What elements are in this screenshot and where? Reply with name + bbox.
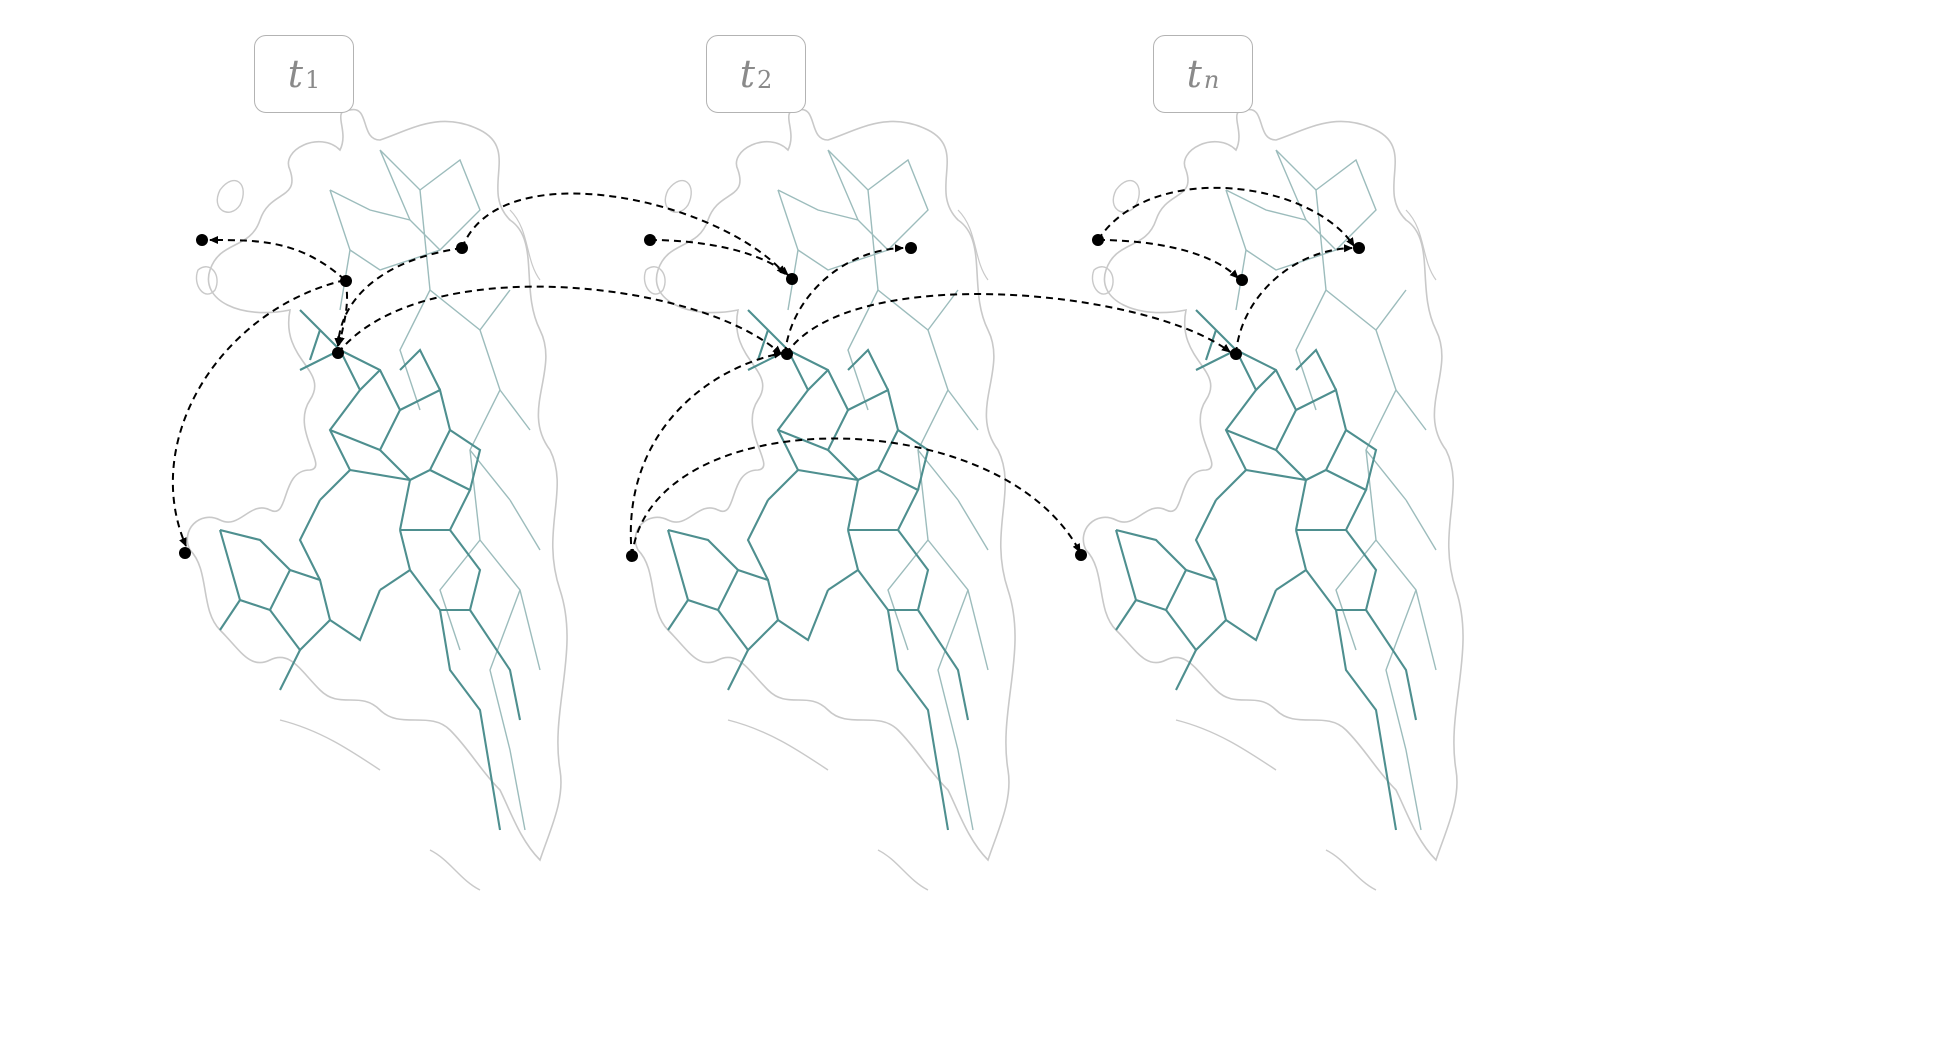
arrow-tn-a	[1097, 239, 1239, 279]
map-panel-t2	[634, 108, 1017, 892]
arrow-t1-a	[209, 236, 346, 281]
arrow-t2-to-tn	[631, 437, 1081, 557]
node-tn-center	[1230, 348, 1242, 360]
time-label-t2-main: t	[739, 52, 755, 96]
time-label-tn-main: t	[1186, 52, 1202, 96]
node-t1-east	[456, 242, 468, 254]
map-panel-t1	[186, 108, 569, 892]
arrow-t1-to-t2-b	[337, 285, 782, 355]
time-label-tn-sub: n	[1203, 66, 1220, 94]
arrow-tn-c	[1235, 244, 1353, 355]
node-t2-east	[905, 242, 917, 254]
time-label-t1-main: t	[287, 52, 303, 96]
node-t2-south	[626, 550, 638, 562]
arrow-t2-a	[649, 239, 789, 276]
node-tn-north	[1236, 274, 1248, 286]
node-t1-west	[196, 234, 208, 246]
arrow-t1-d	[334, 247, 463, 347]
arrow-t2-to-tn-b	[785, 293, 1231, 355]
node-tn-west	[1092, 234, 1104, 246]
node-t2-west	[644, 234, 656, 246]
node-tn-east	[1353, 242, 1365, 254]
arrow-t2-c	[629, 350, 783, 557]
time-label-t2-sub: 2	[757, 66, 773, 94]
arrow-t2-b	[784, 244, 904, 355]
map-panel-tn	[1082, 108, 1465, 892]
node-t2-center	[781, 348, 793, 360]
node-t1-center	[332, 347, 344, 359]
node-t1-south	[179, 547, 191, 559]
node-t1-north	[340, 275, 352, 287]
arrow-t1-c	[171, 279, 346, 547]
node-tn-south	[1075, 549, 1087, 561]
arrow-tn-b	[1097, 186, 1355, 247]
node-t2-north	[786, 273, 798, 285]
time-label-t1-sub: 1	[305, 66, 321, 94]
arrow-t1-to-t2	[461, 192, 786, 275]
